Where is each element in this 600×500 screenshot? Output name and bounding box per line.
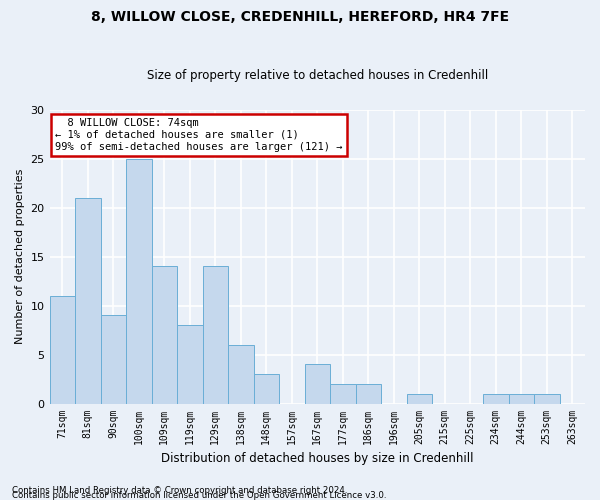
Bar — [305, 364, 330, 404]
Bar — [534, 394, 560, 404]
Bar — [330, 384, 356, 404]
Bar — [126, 158, 152, 404]
Text: 8 WILLOW CLOSE: 74sqm  
← 1% of detached houses are smaller (1)
99% of semi-deta: 8 WILLOW CLOSE: 74sqm ← 1% of detached h… — [55, 118, 343, 152]
Text: Contains HM Land Registry data © Crown copyright and database right 2024.: Contains HM Land Registry data © Crown c… — [12, 486, 347, 495]
Bar — [483, 394, 509, 404]
Text: Contains public sector information licensed under the Open Government Licence v3: Contains public sector information licen… — [12, 491, 386, 500]
Bar — [50, 296, 75, 404]
Bar — [75, 198, 101, 404]
Bar — [228, 345, 254, 404]
Bar — [177, 325, 203, 404]
Y-axis label: Number of detached properties: Number of detached properties — [15, 169, 25, 344]
Text: 8, WILLOW CLOSE, CREDENHILL, HEREFORD, HR4 7FE: 8, WILLOW CLOSE, CREDENHILL, HEREFORD, H… — [91, 10, 509, 24]
Bar — [509, 394, 534, 404]
Bar — [152, 266, 177, 404]
Bar — [101, 316, 126, 404]
Bar — [407, 394, 432, 404]
Bar — [356, 384, 381, 404]
Bar — [254, 374, 279, 404]
Bar — [203, 266, 228, 404]
Title: Size of property relative to detached houses in Credenhill: Size of property relative to detached ho… — [146, 69, 488, 82]
X-axis label: Distribution of detached houses by size in Credenhill: Distribution of detached houses by size … — [161, 452, 473, 465]
